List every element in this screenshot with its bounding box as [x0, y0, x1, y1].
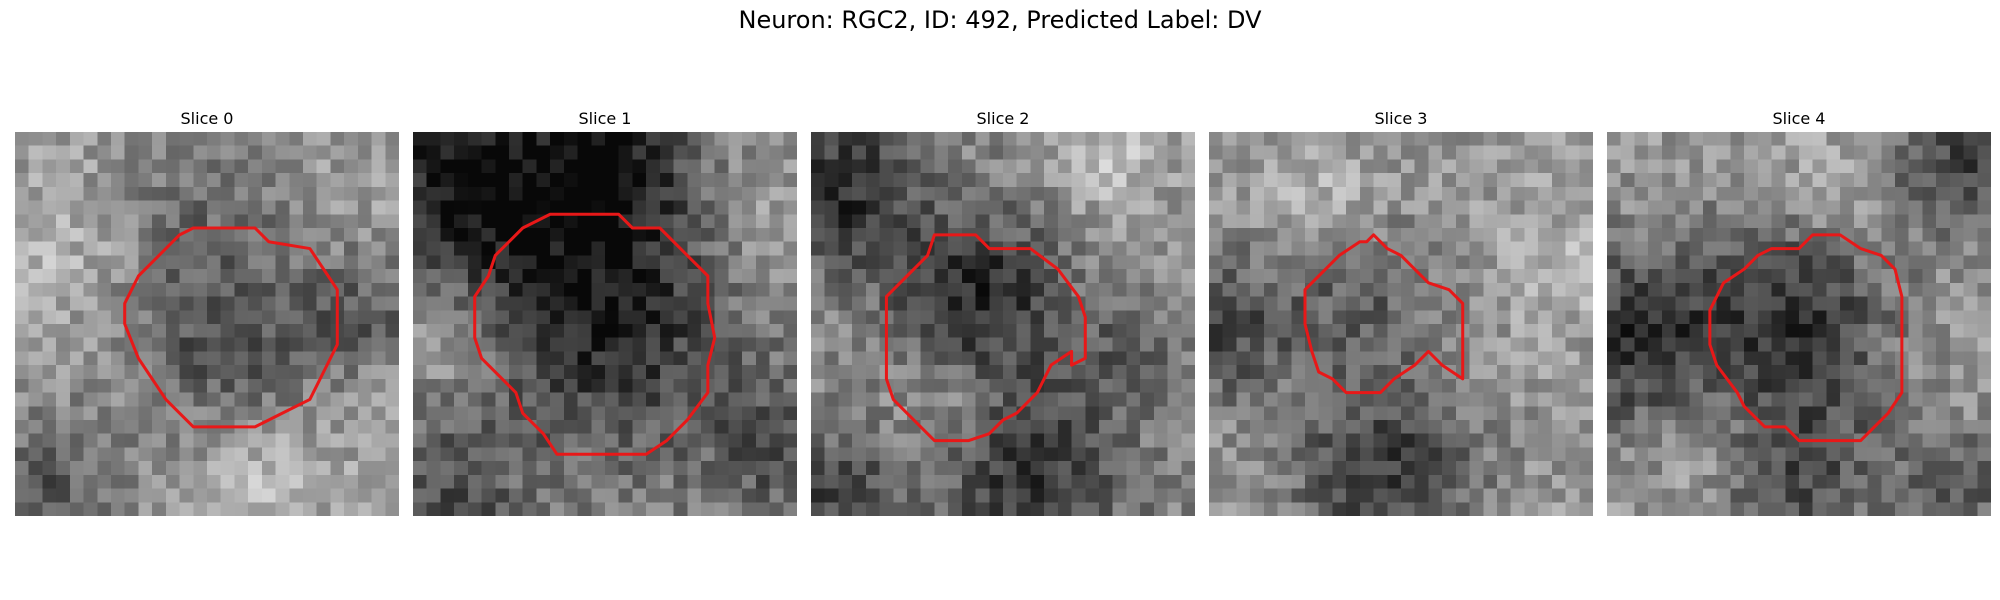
roi-contour — [1303, 233, 1465, 395]
roi-contour — [473, 212, 717, 456]
slice-image — [15, 132, 399, 516]
slice-panel-3: Slice 3 — [1209, 108, 1593, 516]
slice-image — [1209, 132, 1593, 516]
slice-title: Slice 2 — [976, 109, 1030, 128]
figure-title: Neuron: RGC2, ID: 492, Predicted Label: … — [738, 6, 1262, 34]
slice-image — [811, 132, 1195, 516]
slice-image — [413, 132, 797, 516]
slice-title: Slice 0 — [180, 109, 234, 128]
slice-panel-2: Slice 2 — [811, 108, 1195, 516]
slice-panel-1: Slice 1 — [413, 108, 797, 516]
slice-title: Slice 4 — [1772, 109, 1826, 128]
slice-panel-0: Slice 0 — [15, 108, 399, 516]
slice-image — [1607, 132, 1991, 516]
roi-contour — [1708, 233, 1904, 443]
roi-contour — [884, 233, 1087, 443]
slice-title: Slice 1 — [578, 109, 632, 128]
slice-title: Slice 3 — [1374, 109, 1428, 128]
roi-contour — [123, 226, 339, 429]
slice-panel-4: Slice 4 — [1607, 108, 1991, 516]
